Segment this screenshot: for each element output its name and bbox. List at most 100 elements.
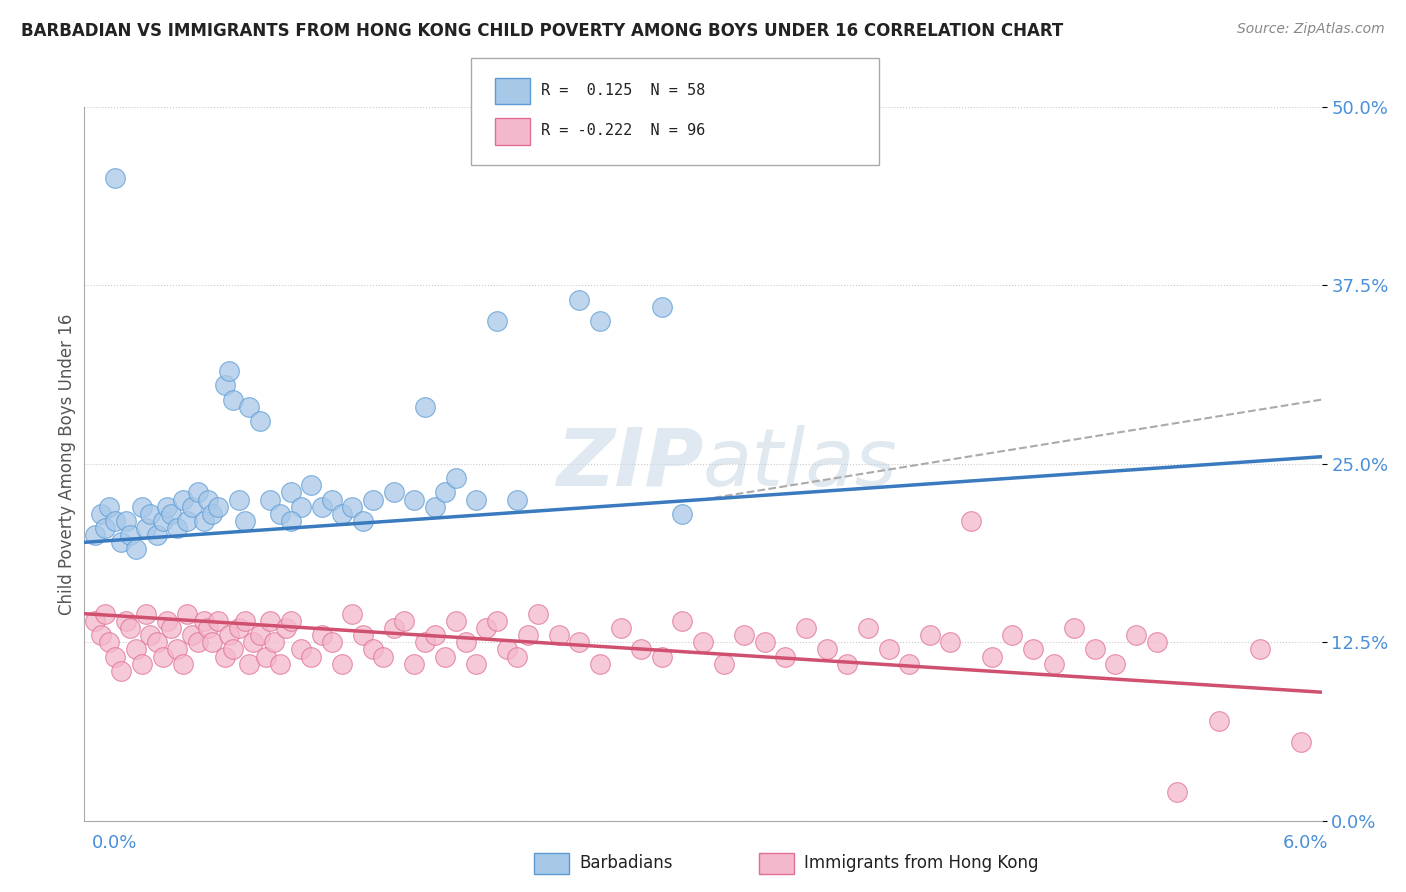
Point: [187, 635, 209, 649]
Point: [733, 628, 755, 642]
Point: [434, 649, 457, 664]
Point: [187, 485, 209, 500]
Point: [837, 657, 859, 671]
Point: [201, 507, 224, 521]
Point: [98, 500, 121, 514]
Point: [651, 649, 673, 664]
Point: [342, 607, 364, 621]
Point: [118, 621, 141, 635]
Point: [1125, 628, 1147, 642]
Point: [131, 657, 153, 671]
Point: [352, 514, 374, 528]
Point: [98, 635, 121, 649]
Point: [176, 607, 198, 621]
Point: [197, 621, 219, 635]
Point: [299, 478, 322, 492]
Point: [280, 614, 302, 628]
Text: BARBADIAN VS IMMIGRANTS FROM HONG KONG CHILD POVERTY AMONG BOYS UNDER 16 CORRELA: BARBADIAN VS IMMIGRANTS FROM HONG KONG C…: [21, 22, 1063, 40]
Text: 0.0%: 0.0%: [91, 834, 136, 852]
Point: [160, 507, 183, 521]
Point: [125, 642, 148, 657]
Point: [139, 507, 162, 521]
Point: [506, 492, 529, 507]
Point: [104, 514, 127, 528]
Point: [254, 649, 277, 664]
Point: [135, 521, 157, 535]
Point: [90, 507, 112, 521]
Point: [180, 628, 202, 642]
Point: [311, 628, 333, 642]
Point: [1249, 642, 1271, 657]
Point: [280, 514, 302, 528]
Point: [139, 628, 162, 642]
Point: [713, 657, 735, 671]
Point: [651, 300, 673, 314]
Point: [152, 514, 174, 528]
Point: [918, 628, 941, 642]
Point: [263, 635, 285, 649]
Text: Source: ZipAtlas.com: Source: ZipAtlas.com: [1237, 22, 1385, 37]
Point: [197, 492, 219, 507]
Point: [135, 607, 157, 621]
Point: [280, 485, 302, 500]
Point: [413, 400, 436, 414]
Point: [1166, 785, 1188, 799]
Point: [382, 485, 405, 500]
Point: [630, 642, 652, 657]
Point: [939, 635, 962, 649]
Point: [104, 649, 127, 664]
Point: [118, 528, 141, 542]
Point: [485, 314, 508, 328]
Point: [1063, 621, 1085, 635]
Point: [110, 664, 132, 678]
Point: [180, 500, 202, 514]
Point: [898, 657, 921, 671]
Point: [249, 414, 271, 428]
Point: [228, 621, 250, 635]
Point: [475, 621, 498, 635]
Point: [373, 649, 395, 664]
Point: [145, 528, 167, 542]
Point: [465, 657, 488, 671]
Point: [794, 621, 817, 635]
Text: R = -0.222  N = 96: R = -0.222 N = 96: [541, 123, 706, 137]
Point: [166, 521, 188, 535]
Point: [242, 635, 264, 649]
Point: [83, 614, 105, 628]
Point: [311, 500, 333, 514]
Point: [193, 514, 215, 528]
Point: [207, 500, 229, 514]
Text: Immigrants from Hong Kong: Immigrants from Hong Kong: [804, 855, 1039, 872]
Point: [90, 628, 112, 642]
Point: [423, 628, 446, 642]
Point: [228, 492, 250, 507]
Point: [392, 614, 415, 628]
Point: [671, 614, 693, 628]
Point: [201, 635, 224, 649]
Point: [568, 635, 591, 649]
Point: [249, 628, 271, 642]
Point: [299, 649, 322, 664]
Point: [152, 649, 174, 664]
Point: [321, 492, 343, 507]
Point: [222, 392, 245, 407]
Point: [609, 621, 631, 635]
Point: [342, 500, 364, 514]
Point: [160, 621, 183, 635]
Point: [1104, 657, 1126, 671]
Point: [775, 649, 797, 664]
Point: [980, 649, 1002, 664]
Point: [330, 657, 353, 671]
Point: [222, 642, 245, 657]
Point: [321, 635, 343, 649]
Point: [238, 400, 260, 414]
Text: Barbadians: Barbadians: [579, 855, 673, 872]
Text: R =  0.125  N = 58: R = 0.125 N = 58: [541, 83, 706, 97]
Point: [94, 607, 117, 621]
Point: [125, 542, 148, 557]
Point: [506, 649, 529, 664]
Point: [1208, 714, 1230, 728]
Text: ZIP: ZIP: [555, 425, 703, 503]
Point: [1084, 642, 1107, 657]
Point: [1146, 635, 1168, 649]
